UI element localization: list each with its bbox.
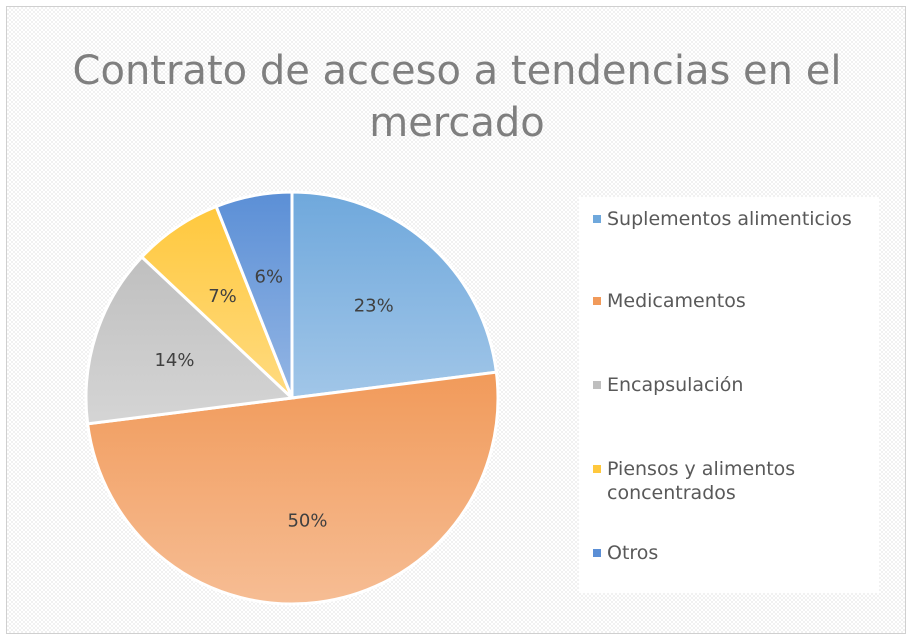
pie-slice-2 xyxy=(84,254,296,426)
legend-label: Piensos y alimentos concentrados xyxy=(607,458,796,504)
legend-item-3: Piensos y alimentos concentrados xyxy=(587,457,873,505)
chart-title: Contrato de acceso a tendencias en el me… xyxy=(72,48,842,146)
legend: Suplementos alimenticios Medicamentos Enca… xyxy=(579,197,879,593)
pie-slice-1 xyxy=(85,370,500,606)
legend-item-4: Otros xyxy=(587,541,873,565)
legend-swatch xyxy=(593,297,601,305)
legend-item-2: Encapsulación xyxy=(587,373,873,397)
slice-label-4: 6% xyxy=(255,267,284,288)
slice-label-3: 7% xyxy=(208,286,237,307)
legend-swatch xyxy=(593,381,601,389)
legend-item-0: Suplementos alimenticios xyxy=(587,207,873,231)
legend-swatch xyxy=(593,465,601,473)
pie-chart: 23% 50% 14% 7% 6% xyxy=(84,190,500,606)
slice-label-1: 50% xyxy=(287,511,327,532)
legend-swatch xyxy=(593,215,601,223)
legend-item-1: Medicamentos xyxy=(587,289,873,313)
slice-label-2: 14% xyxy=(154,350,194,371)
legend-label: Encapsulación xyxy=(607,374,744,396)
pie-slice-0 xyxy=(290,190,499,400)
legend-label: Medicamentos xyxy=(607,290,746,312)
slice-label-0: 23% xyxy=(354,295,394,316)
legend-label: Otros xyxy=(607,542,659,564)
chart-frame: Contrato de acceso a tendencias en el me… xyxy=(6,6,906,634)
legend-label: Suplementos alimenticios xyxy=(607,208,852,230)
legend-swatch xyxy=(593,549,601,557)
pie-slice-4 xyxy=(214,190,294,399)
